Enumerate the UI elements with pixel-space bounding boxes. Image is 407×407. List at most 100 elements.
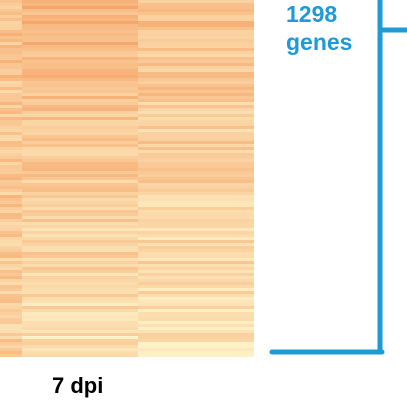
heatmap-cell [0,255,22,258]
heatmap-cell [138,336,254,339]
heatmap-cell [0,303,22,306]
heatmap-cell [0,306,22,309]
heatmap-cell [0,78,22,81]
heatmap-cell [0,213,22,216]
heatmap-cell [0,93,22,96]
heatmap-cell [22,330,138,333]
heatmap-cell [0,225,22,228]
heatmap-cell [0,90,22,93]
heatmap-cell [138,6,254,9]
heatmap-cell [138,312,254,315]
heatmap-cell [0,282,22,285]
heatmap-cell [22,114,138,117]
heatmap-cell [22,276,138,279]
heatmap-cell [22,345,138,348]
heatmap-cell [22,303,138,306]
heatmap-cell [0,342,22,345]
heatmap-cell [138,255,254,258]
heatmap-cell [22,162,138,165]
heatmap-cell [138,315,254,318]
heatmap-cell [22,87,138,90]
heatmap-cell [22,9,138,12]
heatmap-cell [0,267,22,270]
heatmap-cell [138,45,254,48]
heatmap-cell [138,264,254,267]
heatmap-cell [138,204,254,207]
heatmap-cell [22,273,138,276]
heatmap-cell [0,60,22,63]
heatmap-cell [22,291,138,294]
heatmap-cell [0,135,22,138]
heatmap-cell [0,219,22,222]
heatmap-cell [138,90,254,93]
heatmap-cell [138,228,254,231]
heatmap-cell [0,174,22,177]
heatmap-cell [22,66,138,69]
heatmap-cell [22,333,138,336]
heatmap-cell [0,30,22,33]
heatmap-cell [138,165,254,168]
heatmap-cell [138,72,254,75]
heatmap-cell [0,63,22,66]
heatmap-cell [138,0,254,3]
heatmap-cell [138,219,254,222]
heatmap-cell [22,123,138,126]
heatmap-cell [138,195,254,198]
heatmap-cell [22,207,138,210]
heatmap-cell [22,288,138,291]
heatmap-cell [0,114,22,117]
heatmap-cell [138,273,254,276]
heatmap-cell [22,141,138,144]
heatmap-cell [22,267,138,270]
heatmap-cell [0,339,22,342]
heatmap-cell [0,0,22,3]
heatmap-cell [138,297,254,300]
heatmap-cell [22,285,138,288]
heatmap-cell [138,267,254,270]
heatmap-cell [138,153,254,156]
heatmap-cell [22,213,138,216]
heatmap-cell [138,57,254,60]
heatmap-cell [22,93,138,96]
heatmap-cell [138,192,254,195]
heatmap-cell [0,33,22,36]
heatmap-cell [0,126,22,129]
heatmap-cell [0,138,22,141]
heatmap-cell [22,309,138,312]
heatmap-cell [0,3,22,6]
heatmap-cell [138,249,254,252]
heatmap-cell [138,300,254,303]
heatmap-cell [0,186,22,189]
heatmap-cell [138,63,254,66]
heatmap-cell [138,252,254,255]
gene-count-number: 1298 [286,1,338,27]
heatmap-cell [22,174,138,177]
heatmap-cell [138,93,254,96]
heatmap-cell [22,231,138,234]
heatmap-cell [138,285,254,288]
heatmap-cell [0,204,22,207]
heatmap-cell [0,198,22,201]
heatmap-cell [22,171,138,174]
heatmap-cell [0,108,22,111]
heatmap-cell [0,147,22,150]
heatmap-cell [138,21,254,24]
heatmap-cell [22,168,138,171]
heatmap-cell [138,234,254,237]
heatmap-cell [22,186,138,189]
heatmap-cell [0,105,22,108]
heatmap-cell [22,30,138,33]
heatmap-cell [138,75,254,78]
heatmap-cell [22,177,138,180]
heatmap-cell [138,102,254,105]
heatmap-cell [22,18,138,21]
heatmap-cell [22,51,138,54]
heatmap-cell [0,51,22,54]
heatmap-cell [22,294,138,297]
heatmap-cell [0,243,22,246]
heatmap-cell [22,336,138,339]
heatmap-cell [138,117,254,120]
heatmap-cell [22,189,138,192]
heatmap-cell [0,9,22,12]
heatmap-cell [0,336,22,339]
